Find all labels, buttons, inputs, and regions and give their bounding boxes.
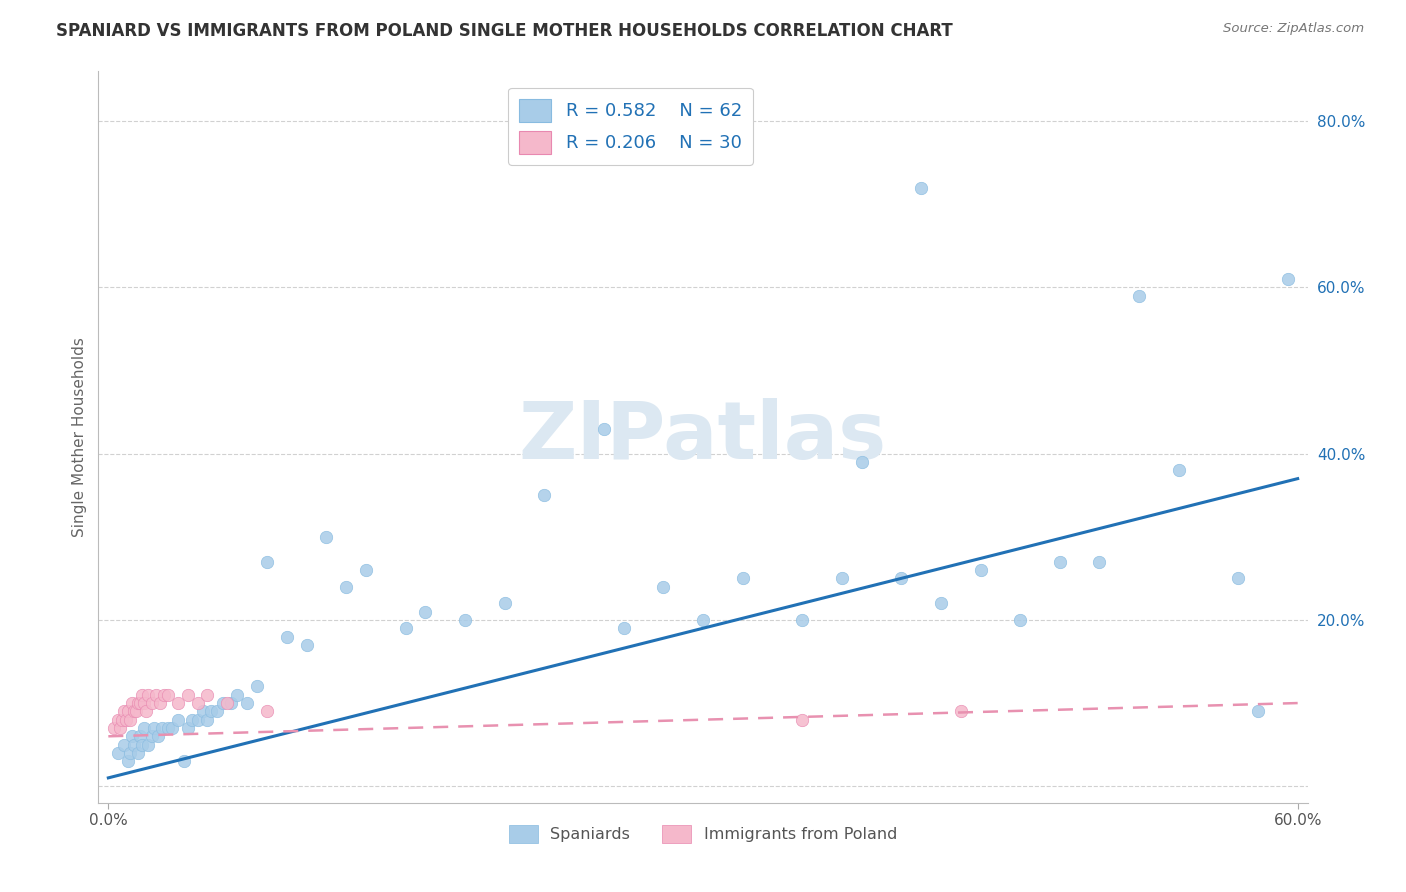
Point (1167, 463, 1189, 477)
Point (929, 596, 952, 610)
Point (176, 688, 198, 702)
Point (117, 705, 139, 719)
Point (122, 738, 145, 752)
Point (122, 705, 145, 719)
Point (120, 746, 142, 760)
Point (494, 596, 516, 610)
Point (415, 605, 437, 619)
Point (129, 696, 152, 710)
Point (186, 696, 208, 710)
Point (142, 721, 165, 735)
Point (120, 713, 142, 727)
Point (107, 746, 129, 760)
Y-axis label: Single Mother Households: Single Mother Households (72, 337, 87, 537)
Point (115, 713, 138, 727)
Point (156, 688, 179, 702)
Point (593, 422, 616, 436)
Point (1088, 555, 1111, 569)
Point (219, 696, 242, 710)
Point (136, 688, 159, 702)
Point (226, 688, 249, 702)
Point (110, 721, 132, 735)
Point (790, 613, 813, 627)
Point (149, 696, 172, 710)
Point (129, 729, 152, 743)
Point (236, 696, 259, 710)
Point (150, 721, 173, 735)
Text: SPANIARD VS IMMIGRANTS FROM POLAND SINGLE MOTHER HOUSEHOLDS CORRELATION CHART: SPANIARD VS IMMIGRANTS FROM POLAND SINGL… (56, 22, 953, 40)
Point (141, 729, 163, 743)
Point (186, 713, 208, 727)
Point (454, 613, 477, 627)
Point (1128, 289, 1150, 303)
Point (121, 696, 143, 710)
Point (1010, 613, 1032, 627)
Point (153, 688, 176, 702)
Point (112, 738, 135, 752)
Point (692, 613, 714, 627)
Point (831, 571, 853, 585)
Point (1049, 555, 1071, 569)
Point (354, 563, 377, 577)
Point (315, 530, 337, 544)
Legend: Spaniards, Immigrants from Poland: Spaniards, Immigrants from Poland (502, 819, 904, 850)
Point (890, 571, 912, 585)
Point (197, 688, 219, 702)
Point (160, 721, 183, 735)
Point (276, 630, 298, 644)
Point (127, 696, 149, 710)
Point (851, 455, 873, 469)
Point (731, 571, 754, 585)
Point (125, 705, 148, 719)
Point (180, 713, 202, 727)
Point (212, 696, 235, 710)
Point (256, 705, 278, 719)
Point (111, 713, 134, 727)
Point (395, 621, 418, 635)
Point (107, 713, 129, 727)
Point (1247, 705, 1270, 719)
Point (790, 713, 813, 727)
Point (176, 721, 198, 735)
Point (173, 754, 195, 768)
Point (910, 180, 932, 194)
Point (335, 580, 357, 594)
Point (117, 754, 139, 768)
Point (949, 705, 972, 719)
Point (652, 580, 675, 594)
Text: Source: ZipAtlas.com: Source: ZipAtlas.com (1223, 22, 1364, 36)
Point (613, 621, 636, 635)
Point (166, 713, 188, 727)
Point (207, 705, 229, 719)
Point (256, 555, 278, 569)
Point (112, 705, 135, 719)
Point (136, 738, 159, 752)
Point (132, 696, 155, 710)
Point (135, 705, 157, 719)
Text: ZIPatlas: ZIPatlas (519, 398, 887, 476)
Point (1277, 272, 1299, 286)
Point (131, 738, 153, 752)
Point (146, 729, 169, 743)
Point (127, 746, 149, 760)
Point (246, 680, 269, 694)
Point (132, 721, 155, 735)
Point (217, 696, 239, 710)
Point (156, 721, 179, 735)
Point (969, 563, 991, 577)
Point (131, 688, 153, 702)
Point (141, 696, 163, 710)
Point (103, 721, 125, 735)
Point (166, 696, 188, 710)
Point (121, 729, 143, 743)
Point (1227, 571, 1250, 585)
Point (200, 705, 222, 719)
Point (145, 688, 167, 702)
Point (193, 705, 215, 719)
Point (533, 488, 555, 502)
Point (197, 713, 219, 727)
Point (295, 638, 318, 652)
